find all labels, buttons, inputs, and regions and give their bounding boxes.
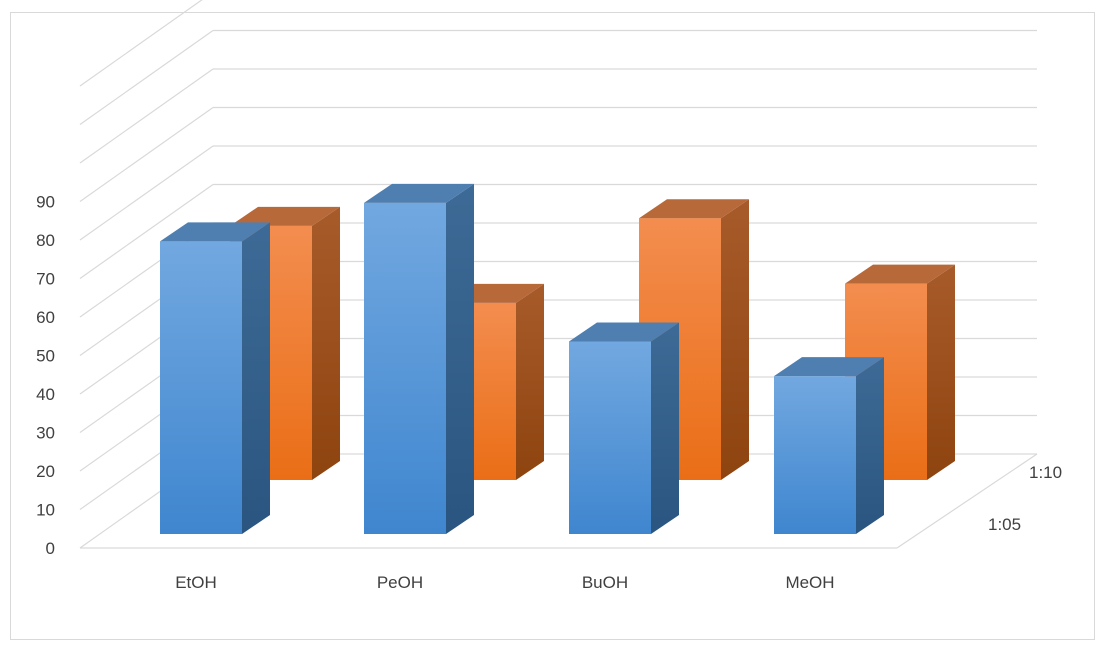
bar-1-05-meoh-top (774, 357, 884, 377)
bar-1-05-peoh (364, 183, 474, 534)
gridline-side-7 (79, 184, 214, 279)
x-category-label-buoh: BuOH (582, 573, 628, 592)
bar-1-10-meoh-top (845, 264, 955, 284)
gridline-side-9 (79, 107, 214, 202)
y-tick-label-70: 70 (36, 270, 55, 289)
bar-1-05-buoh-face (569, 341, 651, 534)
bar-1-05-meoh-side (856, 357, 884, 534)
y-tick-label-20: 20 (36, 462, 55, 481)
bar-1-05-peoh-side (446, 183, 474, 534)
y-tick-label-80: 80 (36, 231, 55, 250)
bar-1-05-buoh-side (651, 322, 679, 534)
y-tick-label-90: 90 (36, 193, 55, 212)
bar-1-05-etoh-face (160, 241, 242, 534)
bar-1-10-meoh (845, 264, 955, 480)
bar-1-05-peoh-top (364, 183, 474, 203)
bar-1-10-etoh-top (230, 206, 340, 226)
bar-1-10-buoh-top (639, 199, 749, 219)
bar-1-05-buoh-top (569, 322, 679, 342)
front-bars-1-05 (160, 183, 884, 534)
depth-label-1-10: 1:10 (1029, 463, 1062, 482)
bar-1-10-etoh-side (312, 206, 340, 480)
x-category-label-etoh: EtOH (175, 573, 217, 592)
bar-1-05-buoh (569, 322, 679, 534)
y-tick-label-40: 40 (36, 385, 55, 404)
gridline-side-12 (79, 0, 203, 87)
y-tick-label-30: 30 (36, 424, 55, 443)
y-tick-label-10: 10 (36, 501, 55, 520)
bar-1-05-etoh-side (242, 222, 270, 534)
bar-1-10-peoh-side (516, 283, 544, 480)
x-category-label-meoh: MeOH (785, 573, 834, 592)
y-tick-label-50: 50 (36, 347, 55, 366)
bar-1-05-peoh-face (364, 202, 446, 534)
y-tick-label-60: 60 (36, 308, 55, 327)
bar-1-10-meoh-side (927, 264, 955, 480)
bar-1-05-meoh (774, 357, 884, 534)
depth-label-1-05: 1:05 (988, 515, 1021, 534)
bar-1-05-meoh-face (774, 376, 856, 534)
floor-right-edge (896, 453, 1038, 549)
x-category-label-peoh: PeOH (377, 573, 423, 592)
gridline-side-10 (79, 68, 214, 164)
bar-1-10-buoh-side (721, 199, 749, 480)
y-tick-label-0: 0 (46, 539, 55, 558)
gridline-side-8 (79, 145, 214, 241)
bar-1-05-etoh (160, 222, 270, 534)
axis-labels: 0 10 20 30 40 50 60 70 80 90 EtOH PeOH BuOH MeOH 1:05 1… (36, 193, 1062, 593)
bar-1-05-etoh-top (160, 222, 270, 242)
gridline-side-11 (79, 30, 214, 125)
